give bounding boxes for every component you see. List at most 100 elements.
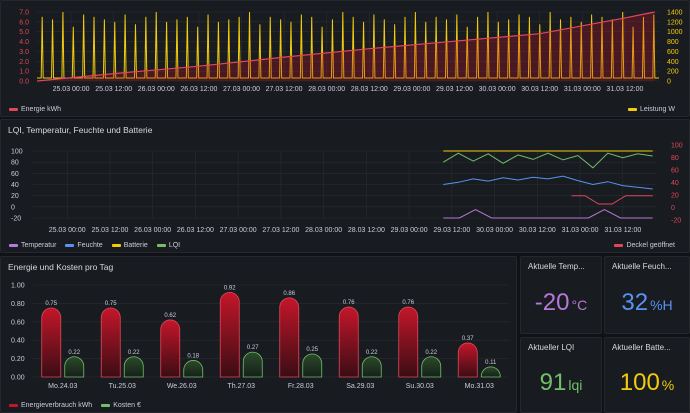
bar-energieverbrauch: [100, 307, 121, 378]
x-tick: 30.03 00:00: [479, 86, 516, 93]
y-right-tick: 0: [671, 205, 675, 212]
legend-swatch-icon: [627, 108, 637, 111]
stat-unit: °C: [571, 297, 588, 313]
legend-swatch-icon: [111, 244, 121, 247]
stat-title: Aktuelle Temp...: [528, 262, 585, 271]
power-legend: Leistung W: [627, 106, 675, 113]
x-tick: 30.03 00:00: [476, 227, 513, 234]
stat-number: -20: [534, 289, 570, 316]
x-tick: 28.03 12:00: [348, 227, 385, 234]
y-right-tick: 1200: [667, 19, 683, 26]
legend-item-energieverbrauch[interactable]: Energieverbrauch kWh: [9, 402, 92, 409]
x-tick: Su.30.03: [406, 383, 434, 390]
legend-swatch-icon: [9, 244, 18, 247]
x-tick: 27.03 00:00: [220, 227, 257, 234]
x-tick: 26.03 12:00: [180, 86, 217, 93]
daily-energy-chart: 1.00 0.80 0.60 0.40 0.20 0.00 0.75 0.22 Mo.24.03…: [11, 283, 509, 390]
bar-kosten: [361, 356, 382, 378]
legend-swatch-icon: [9, 108, 18, 111]
stat-value: 91 lqi: [521, 369, 601, 397]
y-left-tick: 3.0: [19, 49, 29, 56]
data-label-energie: 0.92: [224, 285, 236, 291]
y-left-tick: 40: [11, 182, 19, 189]
y-right-tick: 80: [671, 155, 679, 162]
x-tick: 26.03 00:00: [138, 86, 175, 93]
x-tick: 25.03 00:00: [49, 227, 86, 234]
y-left-tick: 20: [11, 193, 19, 200]
data-label-energie: 0.37: [462, 336, 474, 342]
data-label-energie: 0.75: [45, 301, 57, 307]
x-tick: Sa.29.03: [346, 383, 374, 390]
stat-battery: Aktueller Batte... 100%: [604, 337, 690, 413]
stat-unit: lqi: [568, 377, 583, 393]
legend-label: Batterie: [123, 242, 148, 249]
stat-number: 32: [621, 289, 649, 316]
legend-label: Feuchte: [77, 242, 103, 249]
x-tick: 28.03 00:00: [305, 227, 342, 234]
bar-energieverbrauch: [219, 291, 240, 378]
y-left-tick: 2.0: [19, 59, 29, 66]
stat-humidity: Aktuelle Feuch... 32 %H: [604, 256, 690, 334]
panel-title: LQI, Temperatur, Feuchte und Batterie: [8, 125, 153, 135]
y-right-tick: 1000: [667, 29, 683, 36]
y-tick: 1.00: [11, 283, 25, 290]
stat-title: Aktueller Batte...: [612, 343, 671, 352]
data-label-kosten: 0.22: [425, 350, 437, 356]
y-left-tick: 7.0: [19, 10, 29, 17]
bar-kosten: [480, 366, 501, 378]
legend-item-batterie[interactable]: Batterie: [111, 242, 148, 249]
y-left-tick: -20: [11, 216, 21, 223]
legend-swatch-icon: [9, 404, 18, 407]
x-tick: We.26.03: [167, 383, 197, 390]
stat-value: 100%: [605, 369, 689, 397]
series-line-feuchte: [443, 175, 653, 190]
legend-label: Kosten €: [113, 402, 141, 409]
x-tick: 25.03 12:00: [91, 227, 128, 234]
bar-kosten: [421, 356, 442, 378]
y-left-tick: 0.0: [19, 79, 29, 86]
y-left-tick: 100: [11, 149, 23, 156]
y-right-tick: 60: [671, 168, 679, 175]
lqi-panel: LQI, Temperatur, Feuchte und Batterie 10…: [0, 119, 690, 253]
y-left-tick: 5.0: [19, 29, 29, 36]
legend-swatch-icon: [614, 244, 624, 247]
y-right-tick: 40: [671, 180, 679, 187]
data-label-kosten: 0.22: [68, 350, 80, 356]
y-tick: 0.80: [11, 301, 25, 308]
stat-unit: %: [661, 377, 675, 393]
energy-legend: Energie kWh: [9, 106, 61, 113]
y-right-tick: 100: [671, 143, 683, 150]
bar-kosten: [302, 353, 323, 378]
legend-item-temperatur[interactable]: Temperatur: [9, 242, 56, 249]
x-tick: 31.03 12:00: [606, 86, 643, 93]
energy-power-chart: 7.0 6.0 5.0 4.0 3.0 2.0 1.0 0.0 1400 1200 1000 800 6…: [19, 10, 683, 94]
x-tick: 28.03 12:00: [351, 86, 388, 93]
bar-kosten: [242, 351, 263, 378]
y-right-tick: 200: [667, 69, 679, 76]
x-tick: 29.03 00:00: [393, 86, 430, 93]
x-tick: Th.27.03: [227, 383, 255, 390]
stat-value: 32 %H: [605, 289, 689, 317]
x-tick: 25.03 00:00: [53, 86, 90, 93]
y-left-tick: 4.0: [19, 39, 29, 46]
stat-temperature: Aktuelle Temp... -20 °C: [520, 256, 602, 334]
stat-unit: %H: [650, 297, 673, 313]
y-right-tick: 600: [667, 49, 679, 56]
data-label-energie: 0.76: [402, 300, 414, 306]
legend-item-lqi[interactable]: LQI: [156, 242, 180, 249]
x-tick: 29.03 12:00: [433, 227, 470, 234]
legend-item-kosten[interactable]: Kosten €: [101, 402, 141, 409]
legend-swatch-icon: [65, 244, 75, 247]
panel-title: Energie und Kosten pro Tag: [8, 262, 114, 272]
series-line-deckel-geöffnet: [571, 195, 653, 205]
daily-legend: Energieverbrauch kWh Kosten €: [9, 402, 141, 409]
data-label-energie: 0.86: [283, 291, 295, 297]
x-tick: Mo.31.03: [465, 383, 494, 390]
legend-item-feuchte[interactable]: Feuchte: [65, 242, 103, 249]
stat-value: -20 °C: [521, 289, 601, 317]
bar-kosten: [183, 360, 204, 378]
legend-item-leistung[interactable]: Leistung W: [627, 106, 675, 113]
legend-item-energie[interactable]: Energie kWh: [9, 106, 61, 113]
legend-item-deckel[interactable]: Deckel geöffnet: [614, 242, 675, 249]
x-tick: 30.03 12:00: [521, 86, 558, 93]
